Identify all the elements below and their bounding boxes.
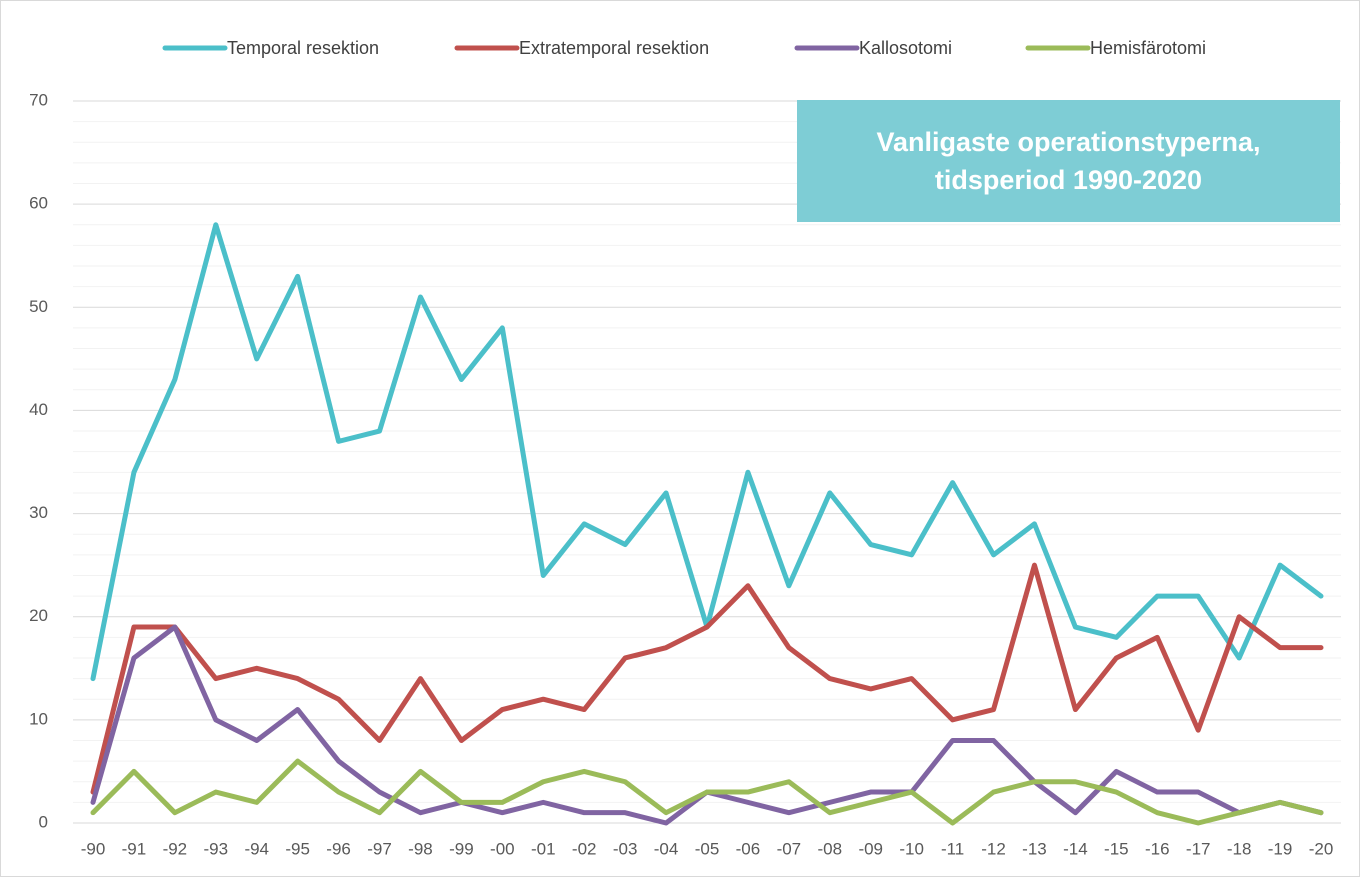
y-tick-label: 50: [29, 297, 48, 316]
x-tick-label: -04: [654, 839, 679, 858]
x-tick-label: -07: [777, 839, 802, 858]
legend-label: Hemisfärotomi: [1090, 38, 1206, 58]
title-box: Vanligaste operationstyperna, tidsperiod…: [797, 100, 1340, 222]
chart-title: Vanligaste operationstyperna, tidsperiod…: [876, 127, 1261, 195]
y-tick-label: 20: [29, 606, 48, 625]
y-tick-label: 70: [29, 90, 48, 109]
y-tick-label: 60: [29, 194, 48, 213]
legend-label: Kallosotomi: [859, 38, 952, 58]
x-tick-label: -98: [408, 839, 433, 858]
x-tick-label: -08: [818, 839, 843, 858]
legend-label: Temporal resektion: [227, 38, 379, 58]
x-tick-label: -05: [695, 839, 720, 858]
x-tick-label: -17: [1186, 839, 1211, 858]
x-tick-label: -93: [204, 839, 229, 858]
x-tick-label: -19: [1268, 839, 1293, 858]
y-tick-label: 30: [29, 503, 48, 522]
x-tick-label: -91: [122, 839, 147, 858]
x-tick-label: -11: [941, 839, 964, 858]
x-tick-label: -01: [531, 839, 556, 858]
y-tick-label: 0: [39, 812, 48, 831]
x-tick-label: -20: [1309, 839, 1334, 858]
x-tick-label: -92: [163, 839, 188, 858]
x-tick-label: -14: [1063, 839, 1088, 858]
x-tick-label: -12: [981, 839, 1006, 858]
x-tick-label: -97: [367, 839, 392, 858]
series-line: [90, 562, 1324, 795]
x-tick-label: -06: [736, 839, 761, 858]
x-tick-label: -96: [326, 839, 351, 858]
y-tick-label: 10: [29, 709, 48, 728]
x-tick-label: -99: [449, 839, 474, 858]
x-tick-label: -00: [490, 839, 515, 858]
x-tick-label: -90: [81, 839, 106, 858]
x-tick-label: -02: [572, 839, 597, 858]
x-tick-label: -16: [1145, 839, 1170, 858]
x-tick-label: -95: [285, 839, 310, 858]
x-tick-label: -18: [1227, 839, 1252, 858]
series-line: [90, 758, 1324, 826]
x-tick-label: -09: [858, 839, 883, 858]
legend-label: Extratemporal resektion: [519, 38, 709, 58]
y-tick-label: 40: [29, 400, 48, 419]
x-tick-label: -15: [1104, 839, 1129, 858]
x-tick-label: -94: [244, 839, 269, 858]
x-tick-label: -13: [1022, 839, 1047, 858]
x-tick-label: -03: [613, 839, 638, 858]
x-tick-label: -10: [899, 839, 924, 858]
